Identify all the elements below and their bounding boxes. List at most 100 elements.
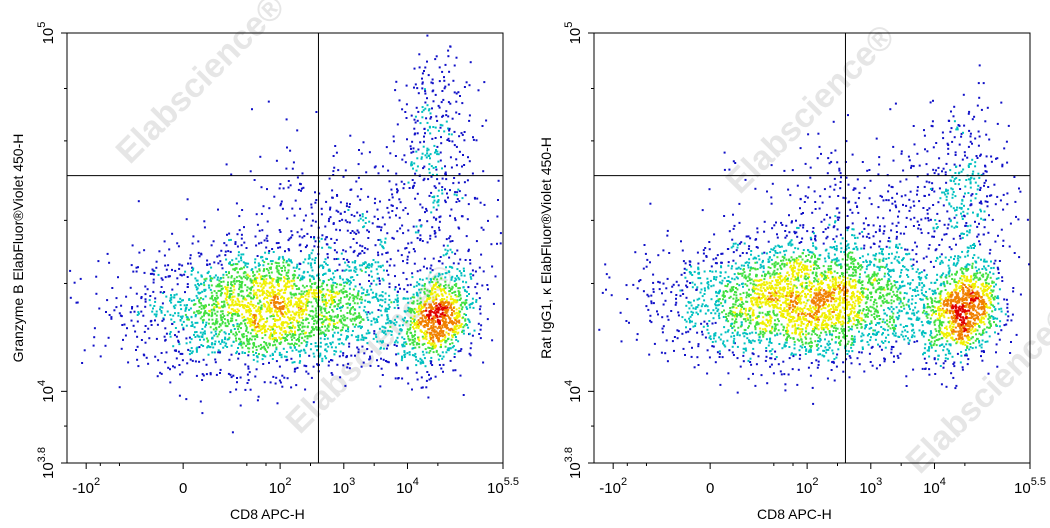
event-point (400, 328, 403, 331)
event-point (140, 310, 143, 313)
event-point (433, 185, 436, 188)
event-point (230, 173, 233, 176)
event-point (408, 328, 411, 331)
event-point (242, 335, 245, 338)
event-point (331, 278, 334, 281)
event-point (315, 199, 318, 201)
event-point (349, 246, 352, 249)
event-point (300, 296, 303, 298)
event-point (198, 284, 201, 287)
event-point (360, 301, 363, 304)
event-point (268, 344, 271, 347)
event-point (428, 281, 431, 284)
event-point (294, 330, 296, 333)
event-point (437, 309, 440, 312)
event-point (198, 312, 201, 315)
event-point (338, 320, 341, 323)
event-point (270, 271, 273, 274)
event-point (401, 345, 404, 348)
event-point (472, 274, 475, 277)
event-point (181, 371, 184, 374)
event-point (255, 297, 258, 300)
event-point (277, 285, 280, 288)
event-point (342, 281, 345, 284)
event-point (452, 182, 455, 185)
event-point (283, 321, 286, 324)
event-point (238, 283, 241, 286)
event-point (211, 322, 214, 325)
event-point (152, 307, 154, 310)
event-point (746, 284, 749, 287)
event-point (233, 277, 236, 280)
event-point (249, 170, 252, 173)
event-point (451, 275, 454, 278)
event-point (200, 307, 203, 310)
event-point (194, 314, 197, 316)
event-point (178, 394, 181, 397)
event-point (269, 381, 272, 384)
event-point (405, 247, 408, 249)
event-point (228, 295, 231, 298)
event-point (363, 352, 366, 355)
event-point (769, 288, 772, 291)
event-point (883, 328, 886, 331)
event-point (401, 377, 404, 380)
event-point (285, 271, 288, 274)
event-point (401, 108, 404, 111)
event-point (241, 351, 244, 354)
event-point (348, 221, 351, 224)
event-point (455, 282, 458, 285)
event-point (407, 335, 410, 338)
event-point (189, 257, 192, 260)
event-point (451, 330, 454, 333)
event-point (661, 316, 664, 319)
event-point (385, 146, 388, 149)
event-point (290, 230, 293, 233)
event-point (284, 311, 286, 314)
event-point (384, 301, 387, 304)
event-point (424, 154, 427, 157)
event-point (228, 290, 231, 293)
event-point (443, 79, 446, 82)
event-point (431, 287, 433, 290)
event-point (793, 307, 796, 310)
event-point (460, 272, 463, 275)
event-point (432, 166, 435, 169)
event-point (440, 277, 443, 280)
event-point (786, 326, 788, 329)
event-point (406, 284, 409, 287)
event-point (339, 299, 342, 302)
event-point (280, 356, 283, 359)
event-point (464, 303, 466, 306)
event-point (454, 330, 457, 333)
event-point (186, 362, 189, 365)
event-point (196, 279, 199, 282)
event-point (784, 236, 787, 239)
event-point (439, 335, 442, 337)
event-point (422, 145, 425, 148)
event-point (776, 236, 779, 239)
event-point (289, 329, 292, 332)
event-point (343, 210, 346, 213)
event-point (648, 353, 651, 356)
event-point (443, 130, 446, 133)
event-point (378, 279, 381, 282)
event-point (411, 186, 414, 189)
event-point (429, 296, 432, 299)
event-point (269, 281, 271, 284)
event-point (393, 264, 396, 267)
event-point (425, 309, 428, 312)
event-point (396, 189, 399, 192)
event-point (439, 332, 442, 335)
event-point (220, 316, 223, 319)
event-point (423, 135, 425, 138)
event-point (337, 305, 340, 308)
event-point (163, 314, 166, 317)
event-point (777, 290, 780, 293)
event-point (454, 191, 457, 194)
event-point (294, 284, 297, 287)
event-point (182, 320, 185, 323)
event-point (448, 256, 451, 259)
event-point (262, 354, 265, 357)
event-point (435, 308, 438, 311)
